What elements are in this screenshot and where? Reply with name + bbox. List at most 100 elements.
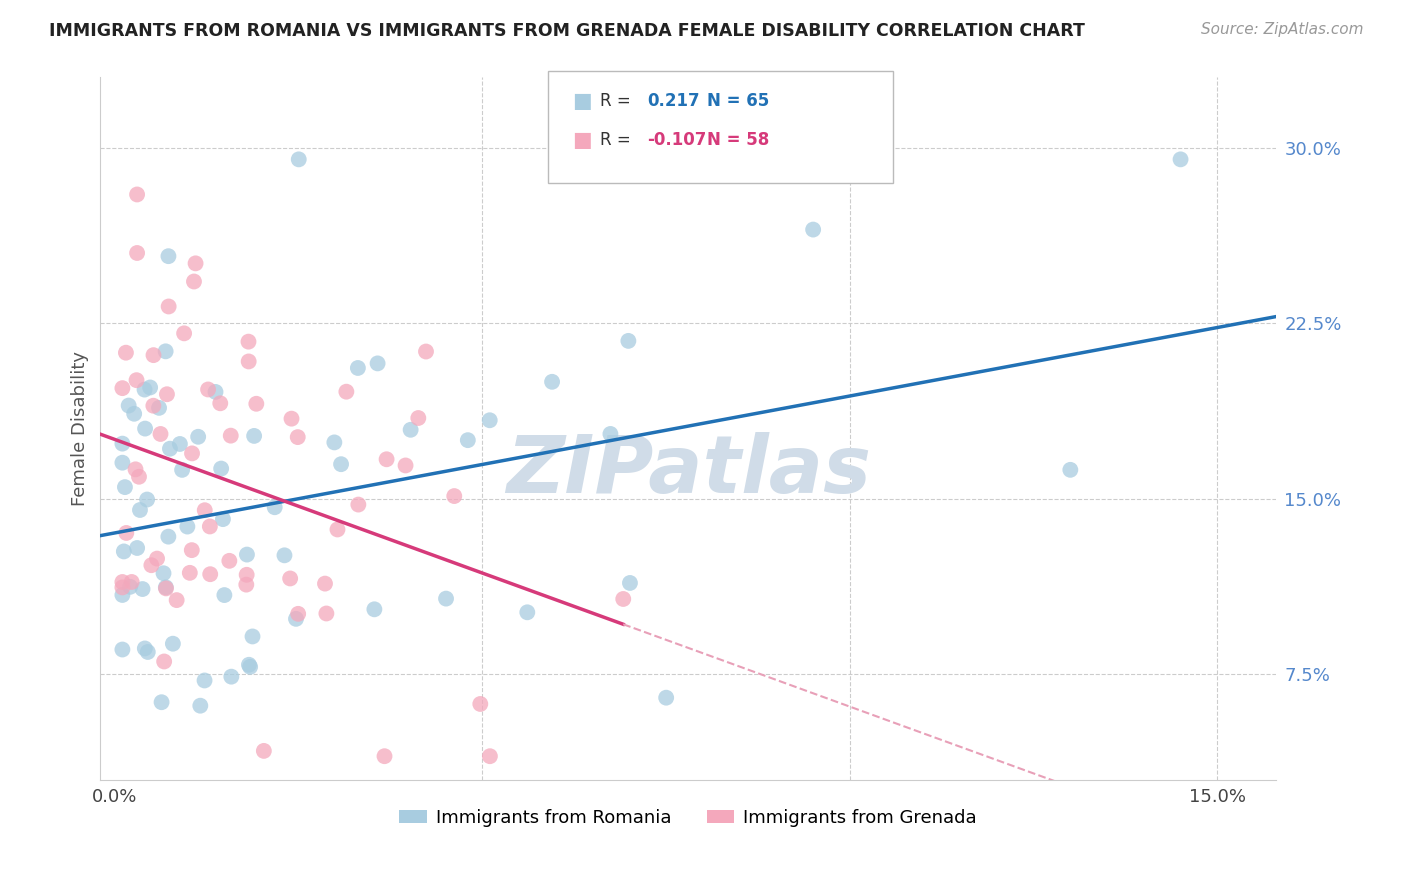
Point	[142, 348, 165, 362]
Text: IMMIGRANTS FROM ROMANIA VS IMMIGRANTS FROM GRENADA FEMALE DISABILITY CORRELATION: IMMIGRANTS FROM ROMANIA VS IMMIGRANTS FR…	[49, 22, 1085, 40]
Point	[156, 387, 179, 401]
Point	[162, 637, 184, 651]
Point	[434, 591, 457, 606]
Point	[263, 500, 285, 515]
Point	[152, 566, 174, 581]
Point	[478, 749, 501, 764]
Point	[111, 456, 134, 470]
Point	[399, 423, 422, 437]
Point	[127, 246, 149, 260]
Point	[235, 577, 257, 591]
Point	[142, 399, 165, 413]
Point	[655, 690, 678, 705]
Point	[111, 581, 134, 595]
Point	[131, 582, 153, 596]
Point	[285, 612, 308, 626]
Point	[148, 401, 170, 415]
Point	[127, 541, 149, 555]
Point	[212, 512, 235, 526]
Point	[204, 384, 226, 399]
Point	[122, 407, 145, 421]
Point	[139, 380, 162, 394]
Point	[516, 605, 538, 619]
Point	[200, 567, 222, 582]
Point	[124, 462, 146, 476]
Point	[209, 396, 232, 410]
Point	[238, 657, 260, 672]
Point	[180, 543, 202, 558]
Point	[193, 673, 215, 688]
Point	[242, 630, 264, 644]
Point	[157, 530, 180, 544]
Point	[287, 430, 309, 444]
Point	[243, 429, 266, 443]
Point	[120, 580, 142, 594]
Point	[612, 592, 634, 607]
Point	[159, 442, 181, 456]
Point	[111, 588, 134, 602]
Point	[214, 588, 236, 602]
Point	[153, 655, 176, 669]
Point	[443, 489, 465, 503]
Point	[155, 344, 177, 359]
Point	[478, 413, 501, 427]
Point	[176, 519, 198, 533]
Point	[541, 375, 564, 389]
Point	[118, 399, 141, 413]
Point	[253, 744, 276, 758]
Point	[245, 397, 267, 411]
Point	[179, 566, 201, 580]
Point	[136, 645, 159, 659]
Point	[238, 334, 260, 349]
Text: ZIPatlas: ZIPatlas	[506, 432, 870, 509]
Point	[127, 187, 149, 202]
Point	[801, 222, 824, 236]
Text: ■: ■	[572, 91, 592, 111]
Point	[457, 433, 479, 447]
Point	[617, 334, 640, 348]
Point	[146, 551, 169, 566]
Text: N = 65: N = 65	[707, 92, 769, 110]
Point	[599, 426, 621, 441]
Point	[236, 548, 259, 562]
Point	[128, 469, 150, 483]
Point	[172, 463, 194, 477]
Point	[115, 345, 138, 359]
Point	[197, 383, 219, 397]
Point	[367, 356, 389, 370]
Text: 0.217: 0.217	[647, 92, 699, 110]
Point	[157, 249, 180, 263]
Point	[219, 428, 242, 442]
Point	[326, 523, 349, 537]
Point	[363, 602, 385, 616]
Point	[415, 344, 437, 359]
Point	[141, 558, 163, 573]
Point	[619, 576, 641, 591]
Point	[169, 437, 191, 451]
Text: ■: ■	[572, 130, 592, 150]
Point	[221, 670, 243, 684]
Text: N = 58: N = 58	[707, 131, 769, 149]
Point	[111, 574, 134, 589]
Point	[235, 567, 257, 582]
Point	[287, 607, 309, 621]
Point	[239, 660, 262, 674]
Point	[125, 373, 148, 387]
Point	[375, 452, 398, 467]
Point	[155, 580, 177, 594]
Text: R =: R =	[600, 92, 631, 110]
Point	[408, 411, 430, 425]
Point	[373, 749, 395, 764]
Point	[134, 383, 156, 397]
Point	[287, 153, 309, 167]
Point	[209, 461, 232, 475]
Point	[181, 446, 204, 460]
Point	[194, 503, 217, 517]
Point	[238, 354, 260, 368]
Point	[111, 642, 134, 657]
Point	[470, 697, 492, 711]
Point	[115, 525, 138, 540]
Point	[335, 384, 357, 399]
Point	[323, 435, 346, 450]
Point	[157, 300, 180, 314]
